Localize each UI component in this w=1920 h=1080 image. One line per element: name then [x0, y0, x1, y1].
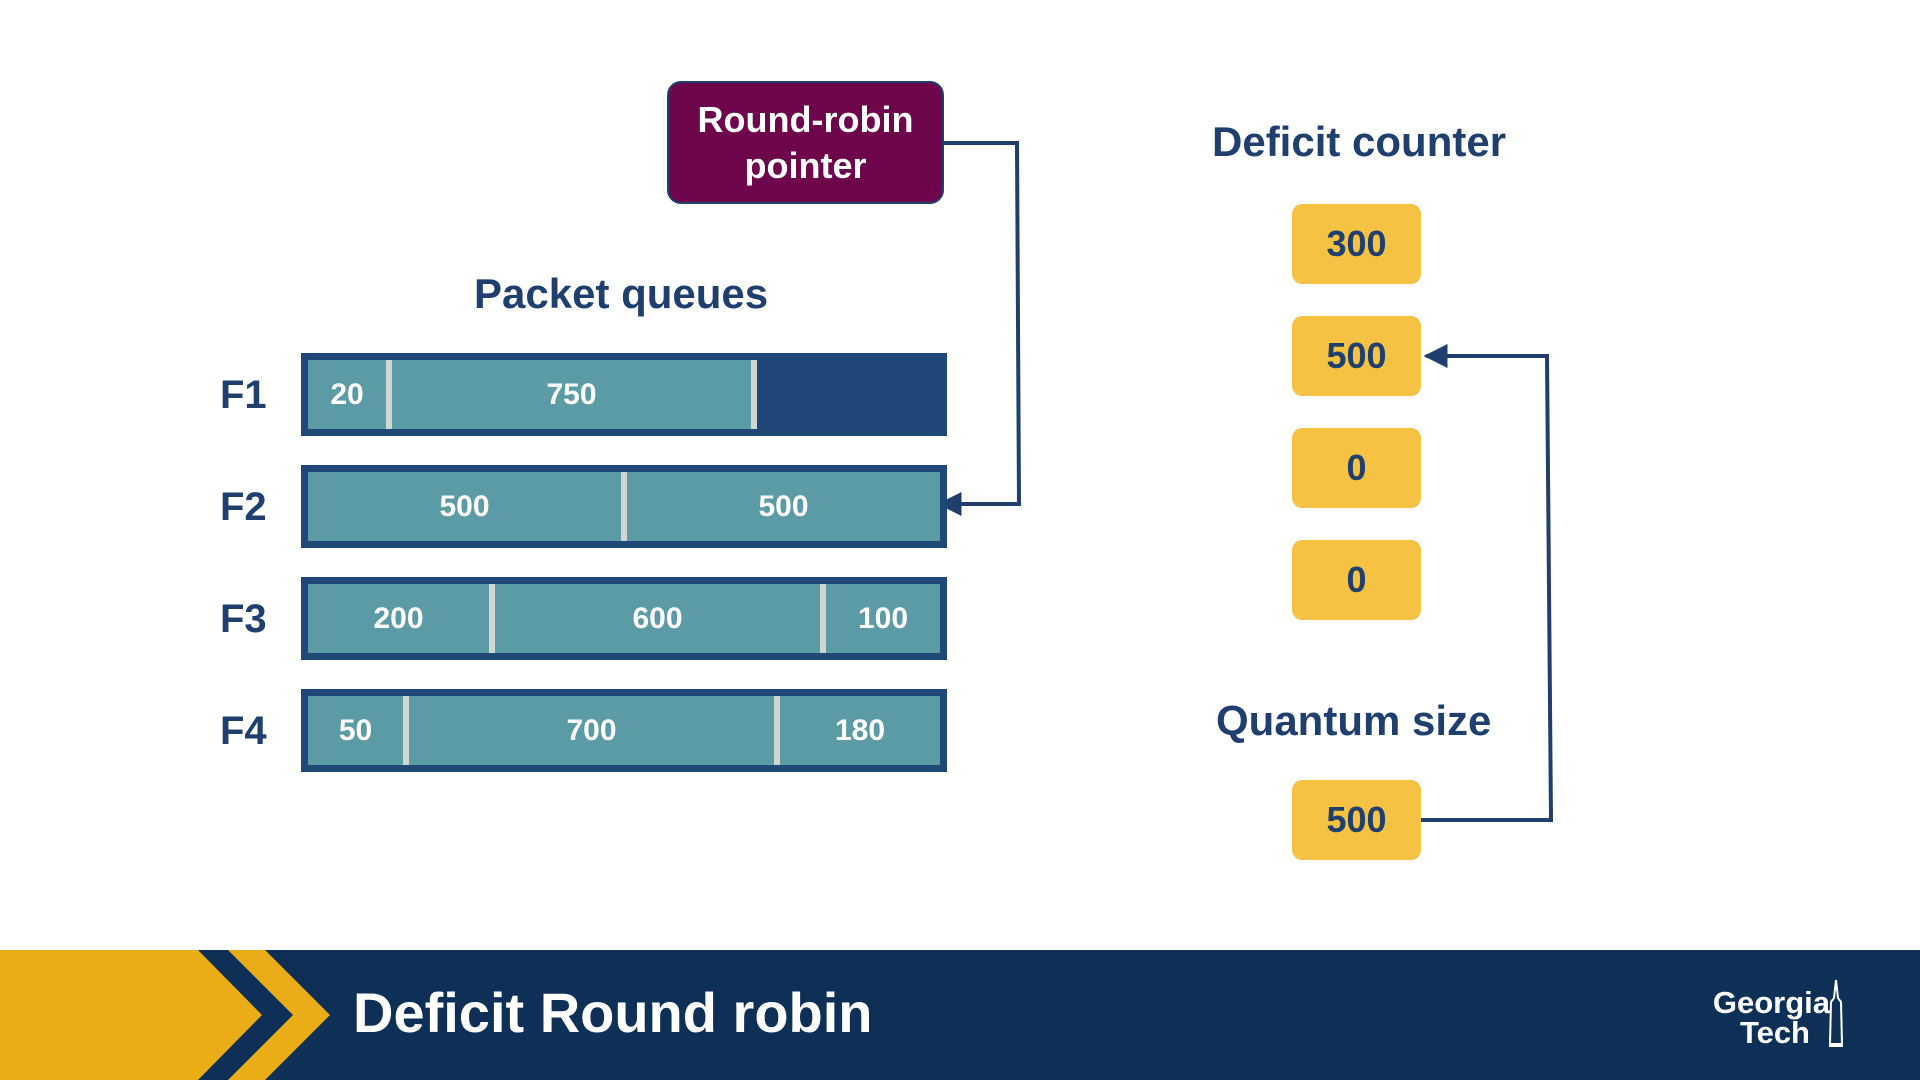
packet-separator — [621, 472, 627, 541]
logo-line1: Georgia — [1712, 985, 1830, 1020]
title-banner — [0, 950, 1920, 1080]
pointer-label-line2: pointer — [744, 144, 867, 186]
packet-f2-1: 500 — [308, 472, 621, 541]
deficit-counter-f1: 300 — [1292, 204, 1421, 284]
flow-label-f4: F4 — [220, 709, 267, 753]
queue-f3: 200 600 100 — [301, 577, 947, 660]
flow-label-f2: F2 — [220, 485, 267, 529]
queue-f2: 500 500 — [301, 465, 947, 548]
packet-f4-3: 180 — [780, 696, 940, 765]
packet-separator — [403, 696, 409, 765]
packet-separator — [774, 696, 780, 765]
flow-label-f3: F3 — [220, 597, 267, 641]
packet-f1-2: 750 — [392, 360, 751, 429]
packet-f2-2: 500 — [627, 472, 940, 541]
banner-chevrons — [0, 950, 330, 1080]
deficit-counter-f4: 0 — [1292, 540, 1421, 620]
deficit-counter-heading: Deficit counter — [1212, 118, 1507, 165]
quantum-size-box: 500 — [1292, 780, 1421, 860]
queue-f4: 50 700 180 — [301, 689, 947, 772]
slide-title: Deficit Round robin — [353, 981, 873, 1044]
packet-f3-2: 600 — [495, 584, 820, 653]
quantum-to-counter-arrow — [1421, 344, 1554, 822]
deficit-counter-f3: 0 — [1292, 428, 1421, 508]
packet-f3-1: 200 — [308, 584, 489, 653]
pointer-to-f2-arrow — [937, 141, 1022, 516]
packet-f4-2: 700 — [409, 696, 774, 765]
packet-f4-1: 50 — [308, 696, 403, 765]
packet-f3-3: 100 — [826, 584, 940, 653]
georgia-tech-logo: Georgia Tech — [1660, 985, 1830, 1050]
packet-separator — [820, 584, 826, 653]
quantum-size-heading: Quantum size — [1216, 697, 1492, 744]
packet-queues-heading: Packet queues — [474, 270, 769, 317]
flow-label-f1: F1 — [220, 373, 267, 417]
tech-tower-icon — [1828, 979, 1844, 1047]
packet-f1-1: 20 — [308, 360, 386, 429]
packet-separator — [751, 360, 757, 429]
round-robin-pointer-box: Round-robin pointer — [667, 81, 944, 204]
deficit-counter-f2: 500 — [1292, 316, 1421, 396]
pointer-label-line1: Round-robin — [697, 98, 914, 140]
packet-separator — [386, 360, 392, 429]
packet-separator — [489, 584, 495, 653]
logo-line2: Tech — [1739, 1015, 1810, 1050]
queue-f1: 20 750 — [301, 353, 947, 436]
